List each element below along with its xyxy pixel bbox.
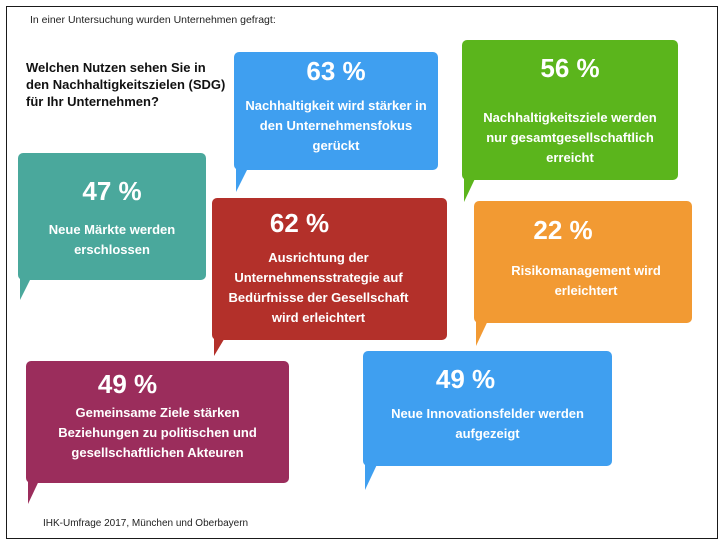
bubble-text: Neue Innovationsfelder werden aufgezeigt bbox=[391, 406, 584, 441]
frame-border bbox=[6, 6, 718, 539]
bubble-percent: 49 % bbox=[435, 364, 496, 394]
bubble-percent: 62 % bbox=[269, 208, 330, 238]
source-note: IHK-Umfrage 2017, München und Oberbayern bbox=[43, 518, 249, 529]
bubble-percent: 56 % bbox=[540, 53, 600, 83]
bubble-text: Neue Märkte werden erschlossen bbox=[48, 222, 176, 257]
bubble-percent: 22 % bbox=[533, 215, 593, 245]
bubble-percent: 47 % bbox=[82, 176, 142, 206]
intro-text: In einer Untersuchung wurden Unternehmen… bbox=[30, 14, 276, 26]
bubble-percent: 49 % bbox=[97, 369, 158, 399]
bubble-text: Nachhaltigkeit wird stärker in den Unter… bbox=[245, 98, 427, 153]
speech-bubble-focus: 63 % Nachhaltigkeit wird stärker in den … bbox=[234, 52, 438, 170]
bubble-text: Nachhaltigkeitsziele werden nur gesamtge… bbox=[483, 110, 657, 165]
speech-bubble-innovation: 49 % Neue Innovationsfelder werden aufge… bbox=[363, 351, 612, 466]
speech-bubble-relations: 49 % Gemeinsame Ziele stärken Beziehunge… bbox=[26, 361, 289, 483]
speech-bubble-markets: 47 % Neue Märkte werden erschlossen bbox=[18, 153, 206, 280]
bubble-percent: 63 % bbox=[306, 56, 366, 86]
speech-bubble-strategy: 62 % Ausrichtung der Unternehmensstrateg… bbox=[212, 198, 447, 340]
bubble-text: Risikomanagement wird erleichtert bbox=[511, 263, 661, 298]
bubble-text: Ausrichtung der Unternehmensstrategie au… bbox=[228, 250, 409, 325]
survey-question: Welchen Nutzen sehen Sie in den Nachhalt… bbox=[26, 60, 226, 109]
bubble-text: Gemeinsame Ziele stärken Beziehungen zu … bbox=[58, 405, 257, 460]
speech-bubble-society: 56 % Nachhaltigkeitsziele werden nur ges… bbox=[462, 40, 678, 180]
speech-bubble-risk: 22 % Risikomanagement wird erleichtert bbox=[474, 201, 692, 323]
